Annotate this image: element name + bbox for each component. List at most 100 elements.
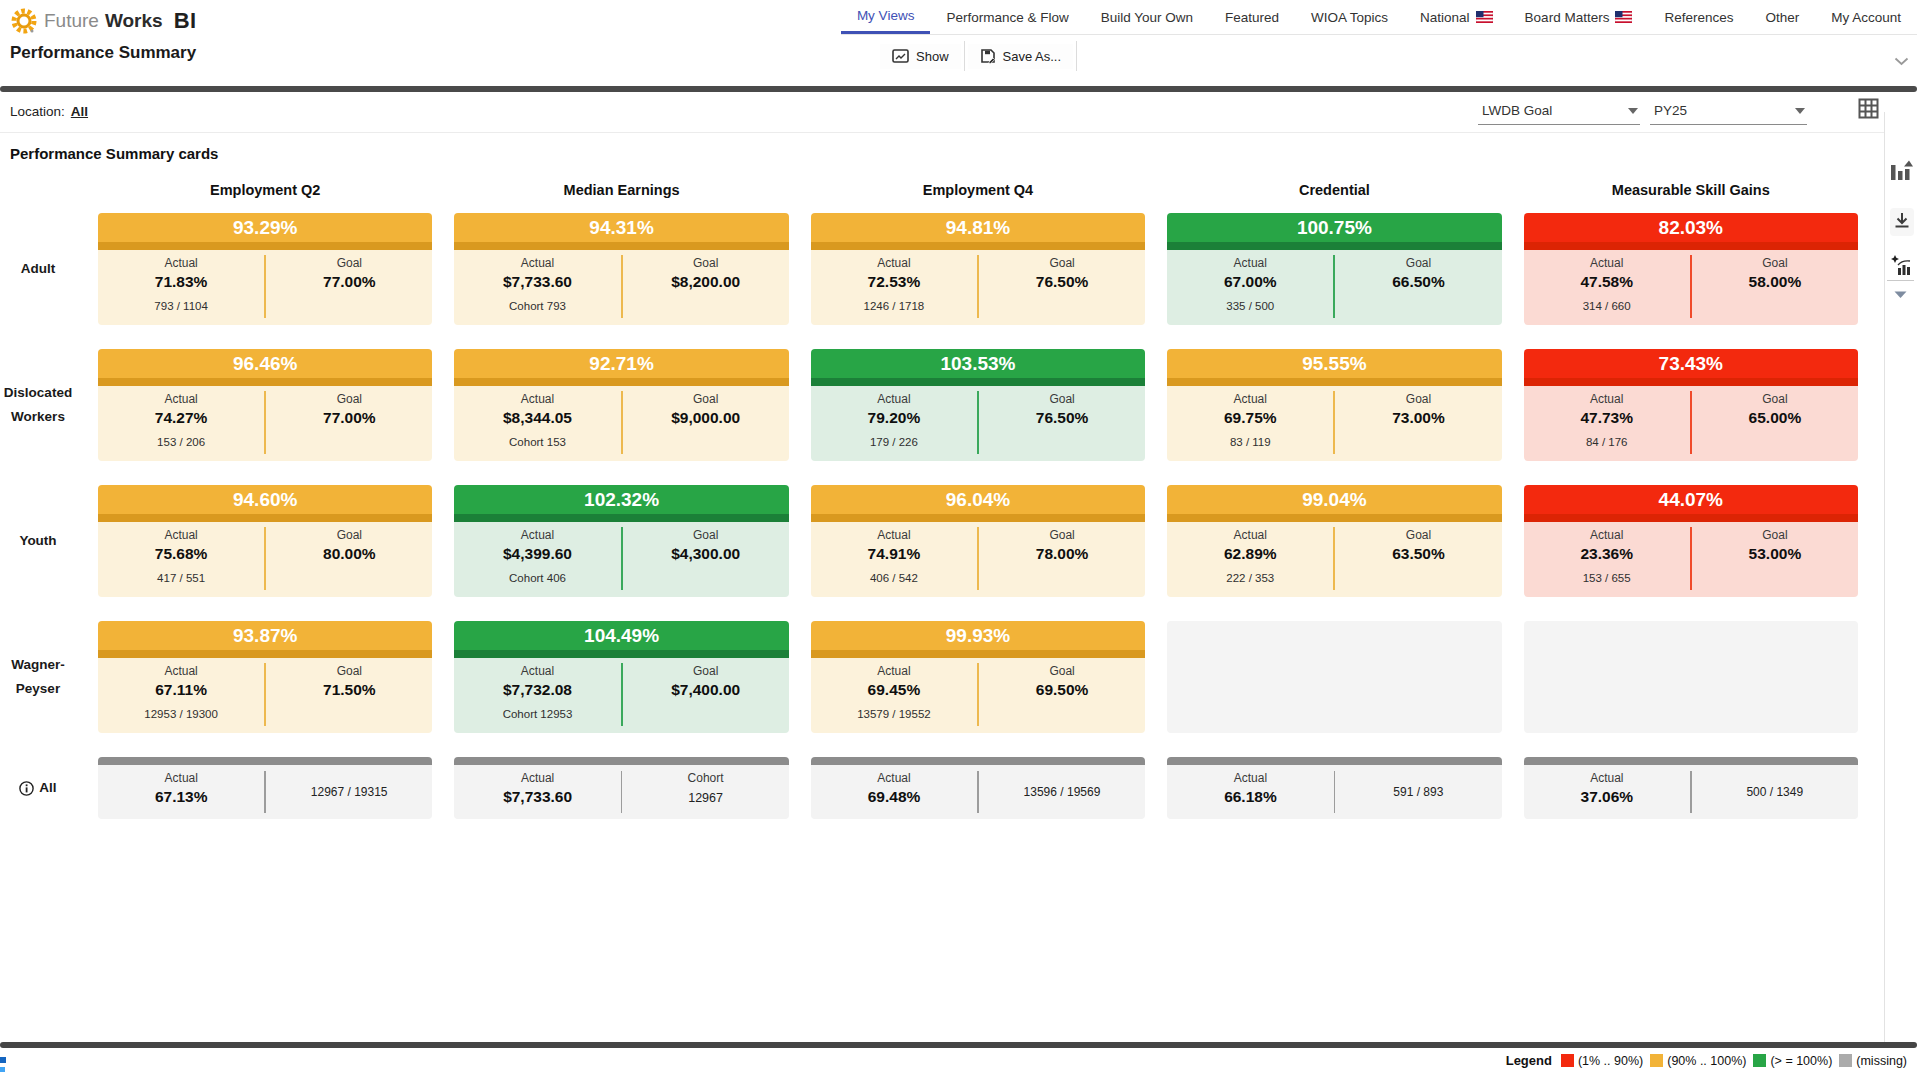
metric-card[interactable]: 93.87%Actual67.11%12953 / 19300Goal71.50…: [98, 621, 432, 733]
actual-value: 74.27%: [155, 409, 208, 427]
goal-column: Goal71.50%: [266, 658, 432, 733]
metric-card[interactable]: 93.29%Actual71.83%793 / 1104Goal77.00%: [98, 213, 432, 325]
metric-card[interactable]: 92.71%Actual$8,344.05Cohort 153Goal$9,00…: [454, 349, 788, 461]
chart-insights-icon[interactable]: [1890, 160, 1913, 185]
row-label-text: Youth: [19, 529, 56, 553]
page-title: Performance Summary: [10, 43, 196, 63]
collapse-header-chevron-icon[interactable]: [1894, 57, 1909, 66]
metric-card[interactable]: 99.93%Actual69.45%13579 / 19552Goal69.50…: [811, 621, 1145, 733]
metric-card[interactable]: 103.53%Actual79.20%179 / 226Goal76.50%: [811, 349, 1145, 461]
metric-card[interactable]: 96.04%Actual74.91%406 / 542Goal78.00%: [811, 485, 1145, 597]
goal-column: Goal 65.00%: [1692, 386, 1858, 461]
actual-value: $4,399.60: [503, 545, 572, 563]
goal-column: Goal73.00%: [1335, 386, 1501, 461]
column-header-spacer: [0, 178, 76, 202]
nav-item-national[interactable]: National: [1404, 0, 1509, 34]
summary-card[interactable]: Actual$7,733.60Cohort12967: [454, 757, 788, 819]
actual-value: $7,733.60: [503, 788, 572, 806]
goal-dropdown-value: LWDB Goal: [1482, 103, 1552, 118]
metric-card[interactable]: 95.55%Actual69.75%83 / 119Goal73.00%: [1167, 349, 1501, 461]
nav-item-other[interactable]: Other: [1749, 0, 1815, 34]
filter-row: Location: All LWDB Goal PY25: [0, 92, 1917, 133]
row-label: Dislocated Workers: [0, 381, 76, 429]
actual-column: Actual37.06%: [1524, 765, 1690, 819]
actual-column: Actual23.36%153 / 655: [1524, 522, 1690, 597]
nav-item-featured[interactable]: Featured: [1209, 0, 1295, 34]
metric-card[interactable]: 94.31%Actual$7,733.60Cohort 793Goal$8,20…: [454, 213, 788, 325]
brand-future: Future: [44, 10, 99, 32]
ai-insights-chart-icon[interactable]: [1890, 254, 1914, 280]
brand-works: Works: [105, 10, 163, 32]
legend-swatch: [1753, 1054, 1766, 1067]
show-button[interactable]: Show: [880, 44, 961, 69]
actual-value: 71.83%: [155, 273, 208, 291]
actual-label: Actual: [164, 256, 197, 270]
metric-card[interactable]: 94.60%Actual75.68%417 / 551Goal80.00%: [98, 485, 432, 597]
metric-card[interactable]: 100.75%Actual67.00%335 / 500Goal66.50%: [1167, 213, 1501, 325]
metric-card[interactable]: 102.32%Actual$4,399.60Cohort 406Goal$4,3…: [454, 485, 788, 597]
summary-card[interactable]: Actual67.13%12967 / 19315: [98, 757, 432, 819]
metric-card[interactable]: 104.49%Actual$7,732.08Cohort 12953Goal$7…: [454, 621, 788, 733]
card-strip: [98, 242, 432, 250]
metric-card[interactable]: 73.43%Actual47.73%84 / 176Goal65.00%: [1524, 349, 1858, 461]
goal-label: Goal: [1049, 256, 1074, 270]
actual-label: Actual: [165, 771, 198, 785]
goal-value: 66.50%: [1392, 273, 1445, 291]
download-icon[interactable]: [1890, 208, 1914, 236]
goal-column: Goal$8,200.00: [623, 250, 789, 325]
card-strip: [811, 757, 1145, 765]
card-body: Actual67.11%12953 / 19300Goal71.50%: [98, 658, 432, 733]
save-as-button[interactable]: Save As...: [968, 44, 1074, 69]
card-strip: [811, 242, 1145, 250]
program-year-dropdown-value: PY25: [1654, 103, 1687, 118]
gear-logo-icon: [10, 7, 38, 35]
actual-label: Actual: [521, 771, 554, 785]
ratio-value: 591 / 893: [1393, 765, 1443, 819]
card-body: Actual23.36%153 / 655Goal53.00%: [1524, 522, 1858, 597]
card-strip: [98, 757, 432, 765]
nav-item-wioa-topics[interactable]: WIOA Topics: [1295, 0, 1404, 34]
summary-card[interactable]: Actual66.18%591 / 893: [1167, 757, 1501, 819]
percent-band: 92.71%: [454, 349, 788, 378]
ratio-note: 222 / 353: [1226, 572, 1274, 584]
goal-value: 78.00%: [1036, 545, 1089, 563]
legend-item-label: (90% .. 100%): [1667, 1054, 1746, 1068]
grid-view-icon[interactable]: [1858, 98, 1879, 119]
metric-card[interactable]: 99.04%Actual62.89%222 / 353Goal63.50%: [1167, 485, 1501, 597]
goal-label: Goal: [337, 528, 362, 542]
goal-label: Goal: [337, 664, 362, 678]
metric-card[interactable]: 44.07%Actual23.36%153 / 655Goal53.00%: [1524, 485, 1858, 597]
chevron-down-icon: [1795, 108, 1805, 114]
actual-column: Actual67.13%: [98, 765, 264, 819]
metric-card[interactable]: 96.46%Actual74.27%153 / 206Goal77.00%: [98, 349, 432, 461]
metric-card[interactable]: 82.03%Actual47.58%314 / 660Goal58.00%: [1524, 213, 1858, 325]
rail-chevron-down-icon[interactable]: [1894, 285, 1907, 303]
program-year-dropdown[interactable]: PY25: [1650, 100, 1807, 125]
nav-item-my-views[interactable]: My Views: [841, 0, 931, 34]
card-strip: [454, 757, 788, 765]
location-value-link[interactable]: All: [71, 104, 88, 119]
nav-item-performance-flow[interactable]: Performance & Flow: [930, 0, 1084, 34]
card-body: Actual37.06%500 / 1349: [1524, 765, 1858, 819]
summary-card[interactable]: Actual37.06%500 / 1349: [1524, 757, 1858, 819]
goal-dropdown[interactable]: LWDB Goal: [1478, 100, 1640, 125]
legend-swatch: [1650, 1054, 1663, 1067]
metric-card[interactable]: 94.81%Actual72.53%1246 / 1718Goal76.50%: [811, 213, 1145, 325]
goal-label: Goal: [1762, 392, 1787, 406]
ratio-note: 417 / 551: [157, 572, 205, 584]
actual-column: Actual47.73%84 / 176: [1524, 386, 1690, 461]
nav-item-build-your-own[interactable]: Build Your Own: [1085, 0, 1209, 34]
ratio-note: 335 / 500: [1226, 300, 1274, 312]
card-body: Actual72.53%1246 / 1718Goal76.50%: [811, 250, 1145, 325]
nav-item-label: Build Your Own: [1101, 1, 1193, 34]
goal-value: 65.00%: [1749, 409, 1802, 427]
nav-item-my-account[interactable]: My Account: [1815, 0, 1917, 34]
app-logo[interactable]: FutureWorks BI: [10, 7, 197, 35]
goal-value: 77.00%: [323, 409, 376, 427]
nav-item-board-matters[interactable]: Board Matters: [1509, 0, 1649, 34]
legend-title: Legend: [1506, 1053, 1552, 1068]
card-strip: [1167, 757, 1501, 765]
ratio-note: 314 / 660: [1583, 300, 1631, 312]
summary-card[interactable]: Actual69.48%13596 / 19569: [811, 757, 1145, 819]
nav-item-references[interactable]: References: [1648, 0, 1749, 34]
